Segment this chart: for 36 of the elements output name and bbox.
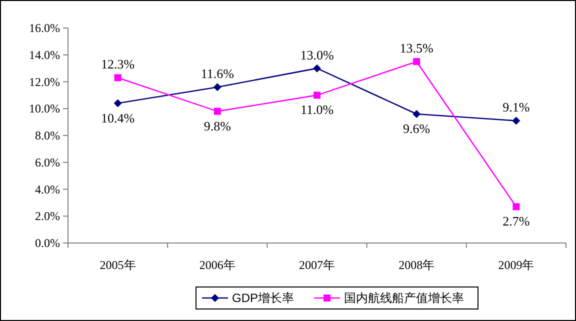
data-label: 11.0% (300, 102, 334, 118)
point (314, 92, 320, 99)
point (512, 203, 520, 210)
y-tick-label: 2.0% (35, 209, 60, 224)
point (413, 58, 420, 66)
x-tick-label: 2007年 (299, 258, 335, 272)
y-tick-label: 8.0% (35, 128, 60, 142)
point (114, 74, 122, 82)
data-label: 13.0% (300, 47, 334, 62)
y-tick-label: 6.0% (35, 155, 60, 170)
data-label: 11.6% (200, 66, 234, 82)
point (313, 64, 321, 72)
data-label: 9.1% (502, 100, 530, 115)
point (213, 83, 222, 92)
point (412, 110, 421, 118)
y-tick-label: 0.0% (35, 236, 60, 250)
x-tick-label: 2008年 (398, 258, 435, 272)
x-tick-label: 2009年 (498, 258, 534, 272)
data-label: 10.4% (101, 110, 135, 126)
point (512, 116, 520, 125)
x-tick-label: 2005年 (100, 258, 136, 272)
data-label: 13.5% (400, 40, 434, 56)
data-label: 9.8% (204, 118, 232, 134)
y-tick-label: 14.0% (29, 48, 60, 62)
y-tick-label: 10.0% (29, 102, 60, 116)
data-label: 12.3% (101, 56, 135, 72)
y-tick-label: 4.0% (35, 182, 60, 196)
y-tick-label: 12.0% (29, 74, 60, 89)
legend-label: GDP增长率 (232, 291, 294, 305)
y-tick-label: 16.0% (29, 21, 60, 35)
data-label: 2.7% (502, 214, 530, 229)
point (214, 108, 221, 115)
x-tick-label: 2006年 (199, 258, 236, 272)
point (114, 99, 122, 108)
legend-label: 国内航线船产值增长率 (344, 291, 464, 305)
data-label: 9.6% (403, 121, 430, 136)
